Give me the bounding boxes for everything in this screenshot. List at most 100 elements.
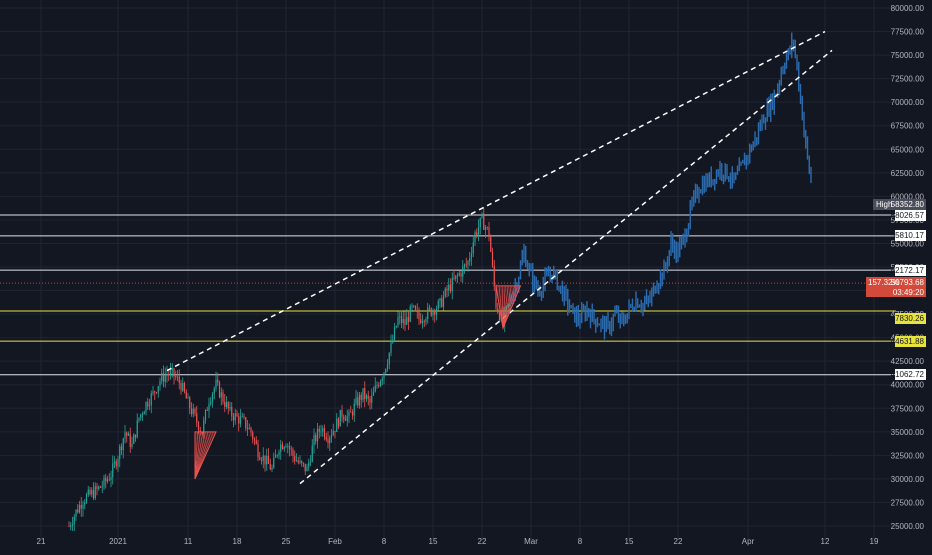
- x-tick-label: 18: [233, 537, 242, 546]
- candle-body: [164, 375, 166, 382]
- candle-body: [467, 261, 469, 265]
- candle-body: [108, 479, 110, 481]
- candle-body: [166, 373, 168, 376]
- candle-body: [437, 300, 439, 309]
- triangle-hatch: [502, 285, 518, 329]
- candle-body: [208, 403, 210, 411]
- countdown: 03:49:20: [893, 288, 925, 297]
- candle-body: [70, 525, 72, 527]
- candle-body: [269, 463, 271, 470]
- candle-body: [285, 446, 287, 448]
- candle-body: [262, 455, 264, 461]
- candle-body: [364, 388, 366, 399]
- triangle-hatch: [194, 431, 212, 480]
- x-tick-label: 8: [382, 537, 387, 546]
- level-label-47830: 47830.26: [891, 313, 926, 324]
- candle-body: [276, 455, 278, 456]
- y-tick-label: 32500.00: [891, 451, 925, 460]
- candle-body: [196, 413, 198, 423]
- candle-body: [154, 391, 156, 393]
- candle-body: [495, 286, 497, 309]
- triangle-hatch: [502, 285, 515, 329]
- candle-body: [124, 432, 126, 439]
- candle-body: [386, 364, 389, 369]
- candle-body: [273, 457, 275, 468]
- candle-body: [469, 257, 471, 262]
- candle-body: [442, 296, 445, 307]
- candle-body: [420, 319, 422, 323]
- candle-body: [448, 284, 450, 291]
- candle-body: [180, 383, 182, 391]
- y-tick-label: 35000.00: [891, 428, 925, 437]
- candle-body: [490, 236, 492, 252]
- level-label-55810-bg: [895, 230, 926, 241]
- candle-body: [322, 428, 324, 432]
- candle-body: [215, 379, 217, 389]
- candle-body: [479, 217, 481, 228]
- candle-body: [133, 434, 135, 444]
- candle-body: [206, 410, 208, 411]
- candle-body: [346, 415, 348, 421]
- candle-body: [148, 405, 151, 407]
- candle-body: [147, 401, 149, 407]
- candle-body: [260, 459, 263, 461]
- candle-body: [472, 242, 474, 254]
- level-label-58026: 58026.57: [891, 210, 926, 221]
- candle-body: [87, 489, 89, 496]
- candle-body: [477, 227, 480, 235]
- candle-body: [119, 446, 121, 460]
- candle-body: [395, 326, 397, 328]
- candle-body: [332, 430, 334, 436]
- y-tick-label: 55000.00: [891, 239, 925, 248]
- price-labels: High 58352.80 58026.57 55810.17 52172.17: [866, 199, 926, 380]
- candle-body: [92, 490, 95, 499]
- candle-body: [245, 417, 247, 429]
- candle-body: [400, 316, 403, 324]
- candle-body: [143, 411, 145, 415]
- candle-body: [85, 495, 88, 503]
- candle-body: [96, 486, 98, 489]
- candle-body: [383, 372, 385, 379]
- candle-body: [203, 420, 205, 435]
- level-label-44631-bg: [895, 336, 926, 347]
- candle-body: [297, 460, 299, 463]
- x-tick-label: 8: [578, 537, 583, 546]
- y-tick-label: 42500.00: [891, 357, 925, 366]
- triangle-hatch: [194, 431, 209, 479]
- candle-body: [325, 437, 327, 440]
- triangle-hatch: [194, 431, 204, 479]
- candle-body: [103, 477, 105, 487]
- y-tick-label: 75000.00: [891, 51, 925, 60]
- candle-body: [379, 381, 382, 386]
- level-label-47830-text: 47830.26: [891, 314, 925, 323]
- candle-body: [178, 376, 180, 384]
- candle-body: [505, 306, 508, 312]
- candle-body: [225, 402, 228, 407]
- candle-body: [339, 409, 341, 427]
- candle-body: [423, 321, 425, 323]
- candle-body: [84, 502, 86, 505]
- candle-body: [173, 368, 175, 377]
- candle-body: [255, 440, 257, 444]
- x-tick-label: Apr: [742, 537, 755, 546]
- y-tick-label: 37500.00: [891, 404, 925, 413]
- candle-body: [257, 443, 259, 458]
- y-tick-label: 60000.00: [891, 192, 925, 201]
- candle-body: [399, 316, 401, 317]
- candle-body: [441, 298, 443, 307]
- candle-body: [497, 308, 499, 313]
- candle-body: [131, 443, 133, 447]
- candle-body: [498, 312, 501, 321]
- candle-body: [280, 444, 282, 452]
- candle-body: [134, 434, 137, 438]
- candle-body: [122, 438, 124, 451]
- candle-body: [204, 410, 207, 421]
- candle-body: [430, 308, 432, 316]
- candle-body: [194, 408, 196, 414]
- candle-body: [365, 395, 368, 399]
- triangle-hatch: [501, 285, 504, 329]
- candle-body: [229, 406, 231, 409]
- candle-body: [409, 306, 411, 322]
- candle-body: [248, 427, 250, 430]
- candle-body: [227, 402, 229, 409]
